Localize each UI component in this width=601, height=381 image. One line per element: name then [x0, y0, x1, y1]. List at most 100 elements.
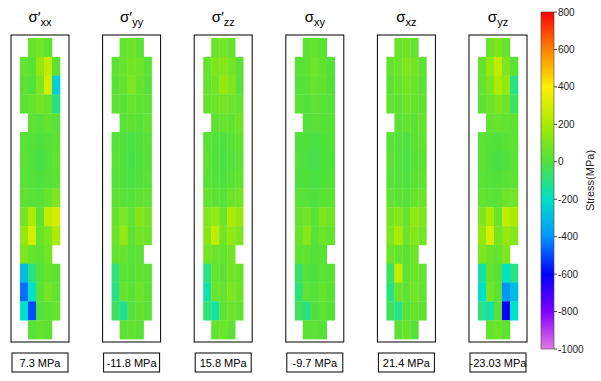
stress-cell [52, 226, 60, 245]
stress-cell [44, 151, 52, 170]
stress-cell [402, 245, 410, 264]
colorbar-tick-label: 400 [558, 81, 575, 92]
stress-cell [120, 113, 128, 132]
stress-cell [402, 320, 410, 339]
colorbar: 8006004002000-200-400-600-800-1000Stress… [541, 7, 596, 355]
stress-cell [303, 76, 311, 95]
stress-cell [211, 189, 219, 208]
stress-cell [203, 151, 211, 170]
stress-cell [486, 57, 494, 76]
stress-cell [502, 76, 510, 95]
stress-cell [36, 245, 44, 264]
stress-cell [44, 113, 52, 132]
stress-cell [219, 189, 227, 208]
mean-stress-label: -23.03 MPa [470, 357, 528, 369]
colorbar-tick [554, 236, 557, 237]
stress-cell [203, 94, 211, 113]
stress-cell [478, 57, 486, 76]
stress-cell [227, 151, 235, 170]
stress-cell [44, 38, 52, 57]
stress-cell [494, 283, 502, 302]
stress-cell [510, 132, 518, 151]
stress-cell [486, 38, 494, 57]
stress-cell [112, 245, 120, 264]
stress-cell [128, 113, 136, 132]
stress-cell [203, 264, 211, 283]
stress-cell [136, 76, 144, 95]
stress-cell [303, 320, 311, 339]
stress-cell [319, 151, 327, 170]
value-box [104, 353, 160, 372]
stress-cell [303, 113, 311, 132]
stress-cell [136, 320, 144, 339]
stress-cell [144, 189, 152, 208]
stress-cell [319, 38, 327, 57]
stress-cell [211, 113, 219, 132]
stress-cell [303, 264, 311, 283]
stress-cell [394, 301, 402, 320]
stress-cell [295, 76, 303, 95]
stress-cell [319, 283, 327, 302]
stress-cell [136, 57, 144, 76]
stress-cell [144, 264, 152, 283]
stress-cell [128, 132, 136, 151]
stress-cell [44, 94, 52, 113]
stress-cell [136, 301, 144, 320]
stress-cell [28, 245, 36, 264]
stress-cell [144, 151, 152, 170]
panel: σ′yy-11.8 MPa [103, 8, 161, 372]
stress-cell [295, 226, 303, 245]
stress-cell [295, 189, 303, 208]
stress-cell [311, 226, 319, 245]
panel-title: σ′yy [120, 8, 144, 28]
stress-cell [235, 226, 243, 245]
panel-title: σxy [305, 8, 326, 28]
stress-cell [402, 151, 410, 170]
stress-cell [394, 57, 402, 76]
stress-cell [211, 245, 219, 264]
stress-cell [394, 151, 402, 170]
stress-cell [36, 283, 44, 302]
stress-cell [219, 38, 227, 57]
stress-cell [52, 76, 60, 95]
stress-cell [144, 301, 152, 320]
stress-cell [203, 189, 211, 208]
stress-cell [402, 207, 410, 226]
stress-cell [28, 94, 36, 113]
stress-cell [319, 113, 327, 132]
stress-cell [235, 170, 243, 189]
stress-cell [52, 264, 60, 283]
stress-cell [510, 207, 518, 226]
stress-cell [494, 301, 502, 320]
stress-cell [402, 57, 410, 76]
stress-cell [311, 94, 319, 113]
stress-cell [402, 301, 410, 320]
panel-title-subscript: xx [41, 16, 53, 28]
stress-cell [303, 226, 311, 245]
stress-cell [211, 94, 219, 113]
value-box [378, 353, 434, 372]
stress-cell [319, 189, 327, 208]
stress-cell [120, 132, 128, 151]
stress-cell [227, 189, 235, 208]
stress-cell [311, 76, 319, 95]
stress-cell [510, 264, 518, 283]
colorbar-tick-label: -1000 [558, 344, 584, 355]
stress-cell [303, 301, 311, 320]
colorbar-tick [554, 199, 557, 200]
stress-cell [418, 151, 426, 170]
stress-cell [203, 57, 211, 76]
colorbar-tick [554, 49, 557, 50]
stress-cell [112, 301, 120, 320]
stress-cell [494, 57, 502, 76]
stress-cell [410, 245, 418, 264]
colorbar-tick [554, 274, 557, 275]
stress-cell [235, 189, 243, 208]
stress-cell [494, 151, 502, 170]
stress-cell [20, 132, 28, 151]
panel-title: σyz [488, 8, 508, 28]
stress-cell [486, 151, 494, 170]
stress-cell [112, 207, 120, 226]
stress-cell [120, 226, 128, 245]
stress-cell [136, 283, 144, 302]
